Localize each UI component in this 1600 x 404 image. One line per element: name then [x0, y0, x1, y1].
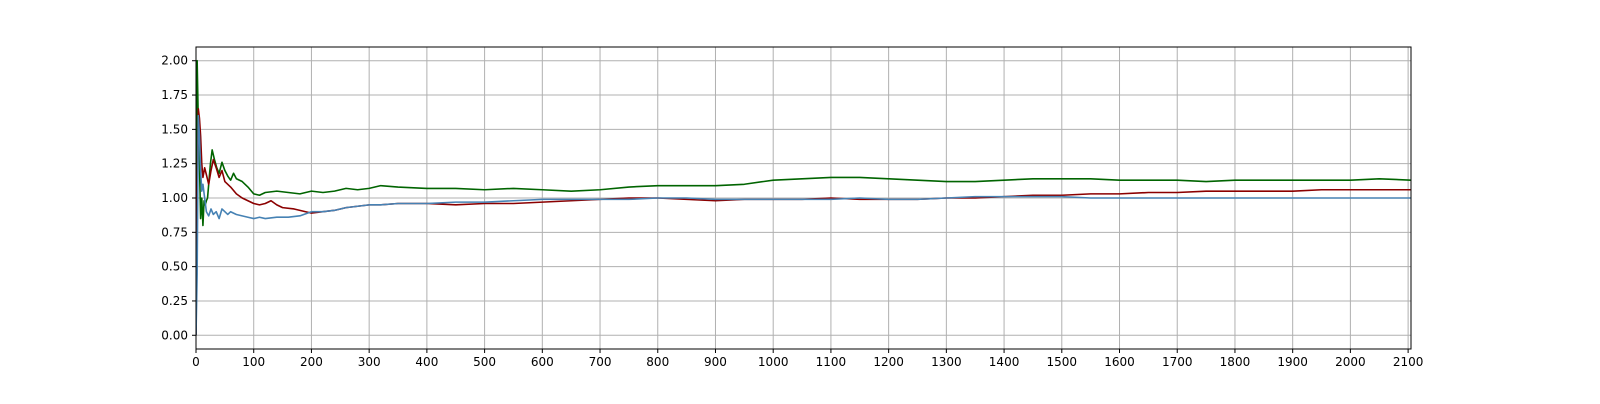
series-layer: [196, 59, 1411, 336]
x-tick-label: 500: [473, 355, 496, 369]
series-line-3: [196, 114, 1411, 336]
y-tick-label: 0.00: [161, 328, 188, 342]
y-tick-label: 2.00: [161, 54, 188, 68]
x-tick-label: 700: [589, 355, 612, 369]
y-tick-label: 0.75: [161, 225, 188, 239]
y-tick-label: 0.50: [161, 260, 188, 274]
x-tick-label: 200: [300, 355, 323, 369]
x-tick-label: 300: [358, 355, 381, 369]
x-tick-label: 0: [192, 355, 200, 369]
x-tick-label: 1200: [873, 355, 904, 369]
x-tick-label: 900: [704, 355, 727, 369]
x-tick-label: 1800: [1220, 355, 1251, 369]
x-tick-label: 400: [415, 355, 438, 369]
x-tick-label: 800: [646, 355, 669, 369]
grid: [195, 47, 1411, 349]
x-tick-label: 100: [242, 355, 265, 369]
y-tick-label: 1.00: [161, 191, 188, 205]
x-tick-label: 1000: [758, 355, 789, 369]
x-tick-label: 1400: [989, 355, 1020, 369]
x-axis-ticks: 0 100 200 300 400 500 600 700 800 900 1000 1100 1200…: [192, 349, 1423, 369]
x-tick-label: 1100: [816, 355, 847, 369]
x-tick-label: 600: [531, 355, 554, 369]
x-tick-label: 1500: [1047, 355, 1078, 369]
y-tick-label: 1.50: [161, 122, 188, 136]
x-tick-label: 1700: [1162, 355, 1193, 369]
x-tick-label: 1900: [1277, 355, 1308, 369]
x-tick-label: 2100: [1393, 355, 1424, 369]
y-axis-ticks: 0.00 0.25 0.50 0.75 1.00 1.25 1.50 1.75 2.00: [161, 54, 196, 342]
y-tick-label: 1.75: [161, 88, 188, 102]
x-tick-label: 1600: [1104, 355, 1135, 369]
series-line-1: [196, 59, 1411, 336]
y-tick-label: 0.25: [161, 294, 188, 308]
x-tick-label: 2000: [1335, 355, 1366, 369]
x-tick-label: 1300: [931, 355, 962, 369]
y-tick-label: 1.25: [161, 157, 188, 171]
